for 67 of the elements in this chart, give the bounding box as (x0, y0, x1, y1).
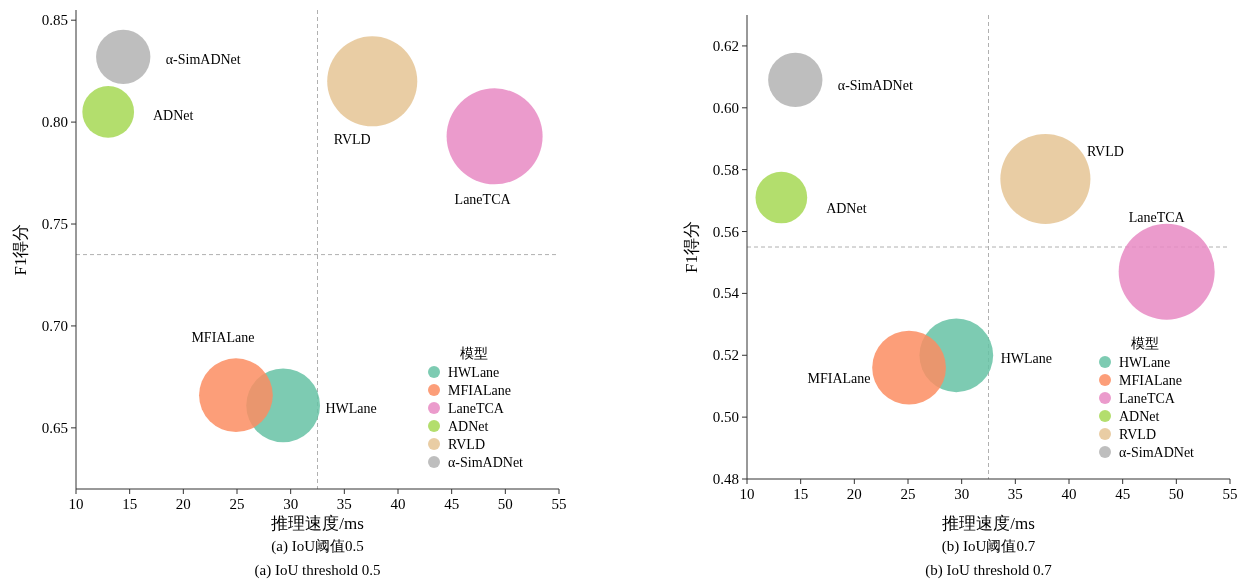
legend-label: MFIALane (1119, 373, 1182, 388)
y-tick-label: 0.56 (712, 223, 740, 240)
text: α-SimADNet (165, 51, 241, 67)
legend-label: HWLane (1119, 355, 1171, 370)
x-tick-label: 10 (68, 496, 84, 512)
y-tick-label: 0.50 (712, 409, 739, 426)
legend-label: α-SimADNet (1119, 445, 1195, 460)
legend-label: RVLD (1119, 427, 1156, 442)
x-tick-label: 45 (444, 496, 460, 512)
text: HWLane (1000, 351, 1052, 367)
x-tick-label: 40 (1061, 486, 1077, 502)
y-tick-label: 0.48 (712, 471, 739, 487)
legend-label: α-SimADNet (448, 455, 524, 470)
y-tick-label: 0.75 (41, 216, 68, 233)
legend-label: ADNet (448, 419, 489, 434)
text: (b) IoU threshold 0.7 (925, 562, 1053, 579)
x-tick-label: 50 (497, 496, 513, 512)
y-tick-label: 0.60 (712, 99, 739, 116)
x-tick-label: 25 (229, 496, 245, 512)
x-tick-label: 15 (793, 486, 809, 502)
text: ADNet (826, 200, 867, 216)
y-tick-label: 0.85 (41, 12, 68, 29)
legend-label: HWLane (448, 365, 500, 380)
x-tick-label: 50 (1168, 486, 1184, 502)
x-axis-title: 推理速度/ms (942, 514, 1035, 533)
text: HWLane (325, 401, 377, 417)
legend-label: LaneTCA (448, 401, 505, 416)
x-tick-label: 15 (122, 496, 138, 512)
text: (b) IoU阈值0.7 (941, 538, 1036, 555)
x-tick-label: 10 (739, 486, 755, 502)
legend-label: ADNet (1119, 409, 1160, 424)
x-tick-label: 35 (336, 496, 352, 512)
legend-title: 模型 (1131, 336, 1159, 351)
text: MFIALane (807, 370, 871, 386)
x-axis-title: 推理速度/ms (271, 514, 364, 533)
x-tick-label: 55 (1222, 486, 1238, 502)
x-tick-label: 25 (900, 486, 916, 502)
y-tick-label: 0.62 (712, 37, 739, 54)
x-tick-label: 20 (846, 486, 862, 502)
x-tick-label: 40 (390, 496, 406, 512)
x-tick-label: 30 (283, 496, 299, 512)
text: LaneTCA (1128, 209, 1185, 225)
y-tick-label: 0.54 (712, 285, 740, 302)
legend-label: LaneTCA (1119, 391, 1176, 406)
legend-label: RVLD (448, 437, 485, 452)
text: RVLD (1086, 143, 1124, 159)
y-axis-title: F1得分 (682, 221, 701, 273)
x-tick-label: 20 (175, 496, 191, 512)
text: (a) IoU threshold 0.5 (254, 562, 381, 579)
y-tick-label: 0.52 (712, 347, 739, 364)
text: LaneTCA (454, 192, 511, 208)
y-tick-label: 0.80 (41, 114, 68, 131)
x-tick-label: 30 (954, 486, 970, 502)
y-tick-label: 0.70 (41, 317, 68, 334)
y-tick-label: 0.65 (41, 419, 68, 436)
x-tick-label: 45 (1115, 486, 1131, 502)
legend-title: 模型 (460, 346, 488, 361)
text: MFIALane (191, 330, 255, 346)
x-tick-label: 35 (1007, 486, 1023, 502)
y-tick-label: 0.58 (712, 161, 739, 178)
x-tick-label: 55 (551, 496, 567, 512)
y-axis-title: F1得分 (11, 223, 30, 276)
legend-label: MFIALane (448, 383, 511, 398)
text: ADNet (152, 107, 194, 123)
text: (a) IoU阈值0.5 (271, 538, 364, 555)
text: RVLD (333, 132, 371, 148)
text: α-SimADNet (837, 77, 913, 93)
